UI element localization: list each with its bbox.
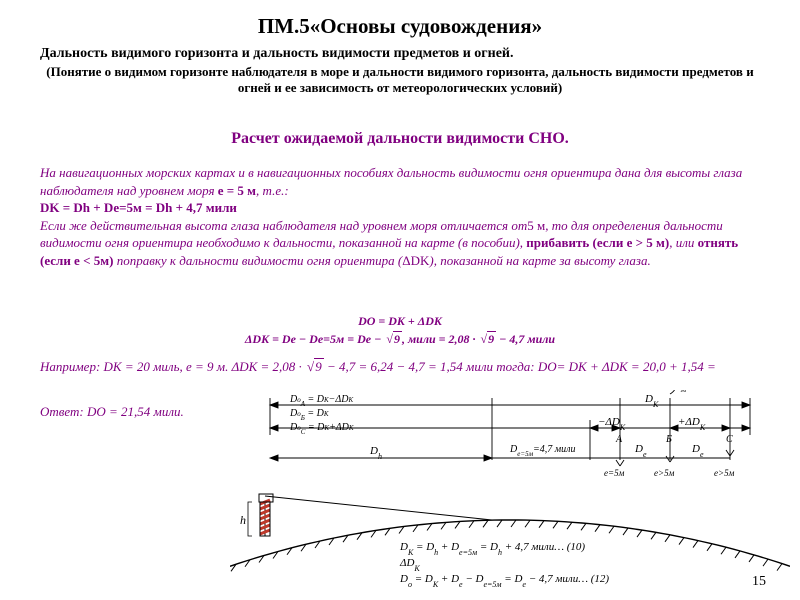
- svg-text:h: h: [240, 513, 246, 527]
- body-l1c: , т.е.:: [256, 183, 289, 198]
- example-sq: 9: [314, 358, 324, 374]
- formula-2d: 9: [487, 331, 496, 346]
- svg-text:DoБ = DK: DoБ = DK: [289, 408, 329, 422]
- svg-text:DK = Dh + De=5м = Dh + 4,7 мил: DK = Dh + De=5м = Dh + 4,7 мили… (10): [399, 541, 585, 557]
- formula-1: DO = DK + ΔDK: [358, 314, 442, 328]
- svg-text:DK: DK: [644, 393, 659, 409]
- body-l3g: ΔDK: [402, 253, 429, 268]
- body-l1: На навигационных морских картах и в нави…: [40, 165, 742, 198]
- sqrt-icon: 9: [305, 358, 324, 376]
- body-l3h: ), показанной на карте за высоту глаза.: [429, 253, 650, 268]
- svg-text:De: De: [691, 443, 704, 459]
- svg-text:e=5м: e=5м: [604, 468, 625, 478]
- svg-text:DoA = DK−ΔDK: DoA = DK−ΔDK: [289, 394, 354, 408]
- page-title: ПМ.5«Основы судовождения»: [0, 14, 800, 39]
- svg-text:DoС = DK+ΔDK: DoС = DK+ΔDK: [289, 422, 354, 436]
- formula-2b: 9: [393, 331, 402, 346]
- example-1: Например: DK = 20 миль, е = 9 м. ΔDK = 2…: [40, 359, 305, 374]
- svg-text:Б: Б: [665, 434, 672, 445]
- formula-2c: , мили = 2,08 ·: [402, 332, 479, 346]
- subnote: (Понятие о видимом горизонте наблюдателя…: [40, 64, 760, 97]
- svg-text:С: С: [726, 434, 733, 445]
- body-l3: Если же действительная высота глаза набл…: [40, 218, 527, 233]
- formula-block: DO = DK + ΔDK ΔDK = De − De=5м = De − 9,…: [40, 312, 760, 348]
- body-l3c: прибавить (если е > 5 м): [526, 235, 669, 250]
- horizon-diagram: h: [230, 390, 790, 590]
- svg-text:e>5м: e>5м: [654, 468, 675, 478]
- svg-text:ΔDK: ΔDK: [399, 557, 420, 573]
- body-l2: DK = Dh + De=5м = Dh + 4,7 мили: [40, 200, 237, 215]
- body-text: На навигационных морских картах и в нави…: [40, 164, 760, 269]
- svg-text:De=5м=4,7 мили: De=5м=4,7 мили: [509, 444, 576, 458]
- svg-text:+ΔDK: +ΔDK: [678, 416, 706, 432]
- body-l1b: е = 5 м: [218, 183, 256, 198]
- body-l3f: поправку к дальности видимости огня орие…: [113, 253, 402, 268]
- formula-2e: − 4,7 мили: [496, 332, 555, 346]
- svg-text:De: De: [634, 443, 647, 459]
- svg-text:eM: eM: [676, 390, 687, 394]
- subtitle: Дальность видимого горизонта и дальность…: [40, 46, 760, 62]
- example-1b: − 4,7 = 6,24 − 4,7 = 1,54 мили тогда: DO…: [324, 359, 716, 374]
- svg-text:e>5м: e>5м: [714, 468, 735, 478]
- sqrt-icon: 9: [479, 330, 497, 348]
- page-number: 15: [752, 574, 766, 590]
- section-heading: Расчет ожидаемой дальности видимости СНО…: [0, 130, 800, 148]
- formula-2a: ΔDK = De − De=5м = De −: [245, 332, 384, 346]
- svg-text:Do = DK + De − De=5м = De − 4,: Do = DK + De − De=5м = De − 4,7 мили… (1…: [399, 573, 609, 589]
- sqrt-icon: 9: [384, 330, 402, 348]
- svg-text:А: А: [615, 434, 623, 445]
- body-l3d: , или: [669, 235, 697, 250]
- body-l3a: 5 м: [527, 218, 545, 233]
- example-text: Например: DK = 20 миль, е = 9 м. ΔDK = 2…: [40, 358, 760, 376]
